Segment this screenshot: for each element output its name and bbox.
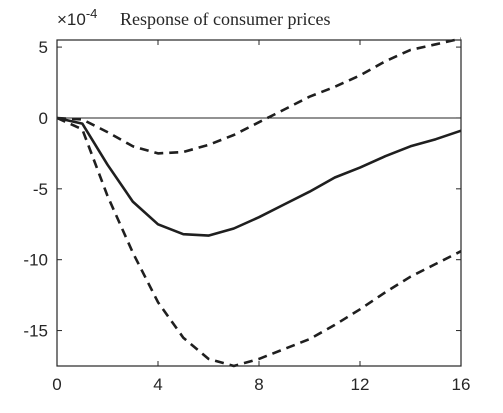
x-tick-label: 0 (52, 375, 61, 394)
series-layer (56, 37, 462, 368)
y-tick-label: 5 (39, 38, 48, 57)
ticks-layer: 0 4 8 12 16 5 0 -5 -10 -15 (23, 38, 470, 394)
y-exponent-label: ×10-4 (57, 6, 97, 29)
x-tick-label: 12 (351, 375, 370, 394)
y-tick-label: -5 (33, 180, 48, 199)
confidence-band-line-2 (56, 116, 462, 368)
response-line-0 (56, 116, 462, 237)
x-tick-label: 16 (452, 375, 471, 394)
x-tick-label: 8 (254, 375, 263, 394)
y-tick-label: -15 (23, 322, 48, 341)
y-tick-label: -10 (23, 251, 48, 270)
y-exponent-base: ×10 (57, 10, 86, 29)
confidence-band-line-1 (56, 37, 462, 155)
y-tick-label: 0 (39, 109, 48, 128)
x-tick-label: 4 (153, 375, 162, 394)
y-exponent-power: -4 (86, 6, 98, 21)
chart-title: Response of consumer prices (120, 9, 330, 29)
